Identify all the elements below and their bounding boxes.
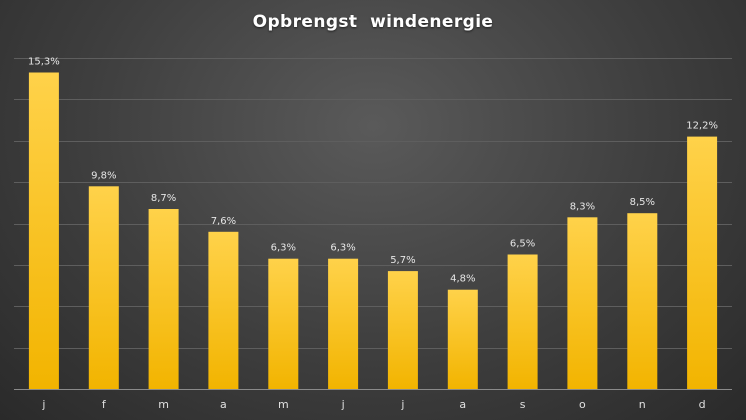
- bar-7: [447, 289, 478, 389]
- x-tick-label: a: [220, 398, 227, 411]
- data-label: 4,8%: [450, 274, 475, 285]
- data-label: 6,3%: [330, 243, 355, 254]
- data-label: 12,2%: [686, 121, 718, 132]
- data-label: 8,5%: [630, 197, 655, 208]
- bar-5: [328, 258, 359, 389]
- bar-0: [28, 72, 59, 389]
- data-label: 8,3%: [570, 201, 595, 212]
- data-label: 6,3%: [271, 243, 296, 254]
- x-tick-label: s: [520, 398, 526, 411]
- x-tick-label: j: [400, 398, 404, 411]
- data-labels: 15,3% 9,8% 8,7% 7,6% 6,3% 6,3% 5,7% 4,8% 6,5% 8,3…: [28, 57, 718, 285]
- x-tick-label: f: [102, 398, 107, 411]
- chart-title: Opbrengst windenergie: [252, 12, 494, 32]
- x-tick-label: j: [41, 398, 45, 411]
- data-label: 7,6%: [211, 216, 236, 227]
- bar-9: [567, 217, 598, 389]
- data-label: 5,7%: [390, 255, 415, 266]
- x-tick-label: m: [158, 398, 169, 411]
- data-label: 9,8%: [91, 170, 116, 181]
- x-tick-label: o: [579, 398, 586, 411]
- bars: [28, 72, 718, 389]
- x-tick-label: d: [699, 398, 706, 411]
- x-tick-label: a: [459, 398, 466, 411]
- x-tick-label: m: [278, 398, 289, 411]
- bar-6: [387, 271, 418, 389]
- bar-4: [268, 258, 299, 389]
- data-label: 15,3%: [28, 57, 60, 68]
- bar-1: [88, 186, 119, 389]
- bar-11: [687, 136, 718, 389]
- data-label: 8,7%: [151, 193, 176, 204]
- x-tick-label: n: [639, 398, 646, 411]
- bar-3: [208, 231, 239, 389]
- bar-2: [148, 209, 179, 389]
- bar-10: [627, 213, 658, 389]
- x-tick-label: j: [341, 398, 345, 411]
- gridlines: [14, 58, 732, 390]
- data-label: 6,5%: [510, 239, 535, 250]
- bar-8: [507, 254, 538, 389]
